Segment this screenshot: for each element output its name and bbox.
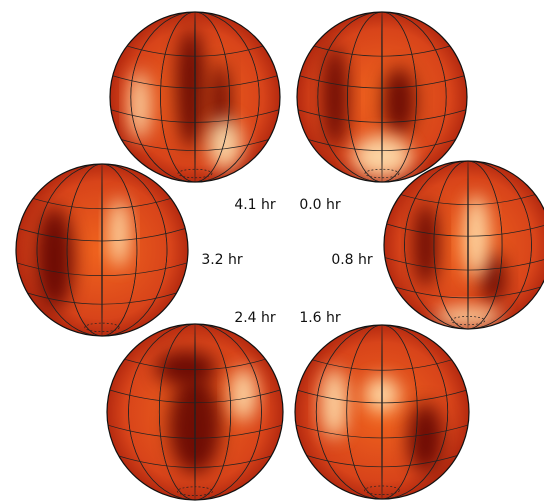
sphere-map bbox=[295, 325, 469, 499]
meridian bbox=[128, 324, 262, 500]
bright-spot bbox=[230, 368, 257, 421]
dark-spot bbox=[175, 29, 207, 148]
parallel bbox=[306, 455, 458, 468]
parallel bbox=[308, 139, 456, 151]
time-label: 3.2 hr bbox=[201, 252, 243, 268]
parallel bbox=[16, 262, 188, 277]
bright-spot bbox=[108, 198, 130, 268]
meridian bbox=[315, 325, 449, 499]
time-label: 1.6 hr bbox=[299, 310, 341, 326]
meridian bbox=[346, 325, 418, 499]
meridian bbox=[160, 12, 230, 182]
pole-circle bbox=[84, 322, 120, 333]
meridian bbox=[130, 12, 260, 182]
meridian bbox=[433, 161, 503, 329]
dark-spot bbox=[322, 46, 348, 148]
time-label: 0.0 hr bbox=[299, 197, 341, 213]
bright-spot bbox=[129, 71, 150, 140]
sphere-outline bbox=[296, 11, 468, 183]
time-label: 2.4 hr bbox=[234, 310, 276, 326]
meridian bbox=[381, 12, 383, 182]
parallel bbox=[124, 358, 266, 371]
parallel bbox=[295, 424, 469, 439]
parallel bbox=[400, 194, 536, 206]
sphere-map bbox=[384, 161, 544, 329]
meridian bbox=[36, 164, 168, 336]
bright-spot bbox=[352, 135, 412, 178]
bright-spot bbox=[321, 368, 348, 439]
dark-spot bbox=[382, 67, 416, 136]
parallel bbox=[299, 75, 465, 89]
parallel bbox=[126, 45, 264, 57]
meridian bbox=[317, 12, 447, 182]
parallel bbox=[386, 223, 544, 237]
parallel bbox=[297, 389, 467, 404]
dark-spot bbox=[35, 207, 74, 311]
parallel bbox=[297, 109, 467, 123]
meridian bbox=[347, 12, 417, 182]
meridian bbox=[381, 325, 383, 499]
sphere-map bbox=[107, 324, 283, 500]
meridian bbox=[66, 164, 138, 336]
parallel bbox=[18, 228, 186, 242]
parallel bbox=[33, 198, 171, 210]
bright-spot bbox=[364, 377, 400, 412]
meridian bbox=[194, 324, 196, 500]
pole-circle bbox=[450, 316, 486, 326]
parallel bbox=[110, 109, 280, 123]
parallel bbox=[112, 75, 278, 89]
meridian bbox=[194, 12, 196, 182]
sphere-map bbox=[110, 12, 280, 182]
sphere-map bbox=[297, 12, 467, 182]
dark-spot bbox=[408, 403, 443, 473]
bright-spot bbox=[207, 118, 242, 170]
time-label: 4.1 hr bbox=[234, 197, 276, 213]
sphere-outline bbox=[106, 323, 284, 501]
parallel bbox=[384, 257, 544, 271]
dark-spot bbox=[413, 203, 439, 287]
pole-circle bbox=[177, 168, 213, 179]
pole-circle bbox=[177, 486, 213, 496]
parallel bbox=[118, 455, 272, 468]
meridian bbox=[467, 161, 469, 329]
meridian bbox=[101, 164, 103, 336]
parallel bbox=[109, 389, 281, 404]
time-label: 0.8 hr bbox=[331, 252, 373, 268]
bright-spot bbox=[463, 194, 489, 279]
parallel bbox=[27, 292, 177, 305]
dark-spot bbox=[168, 376, 222, 474]
parallel bbox=[312, 359, 452, 371]
parallel bbox=[313, 45, 451, 57]
meridian bbox=[158, 324, 232, 500]
sphere-outline bbox=[383, 160, 544, 330]
sphere-outline bbox=[294, 324, 470, 500]
parallel bbox=[121, 139, 269, 151]
meridian bbox=[404, 161, 532, 329]
parallel bbox=[395, 286, 541, 299]
parallel bbox=[107, 424, 283, 439]
sphere-outline bbox=[15, 163, 189, 337]
sphere-outline bbox=[109, 11, 281, 183]
pole-circle bbox=[364, 168, 400, 179]
pole-circle bbox=[364, 485, 400, 495]
dark-spot bbox=[480, 253, 506, 304]
dark-spot bbox=[155, 350, 217, 386]
sphere-map bbox=[16, 164, 188, 336]
